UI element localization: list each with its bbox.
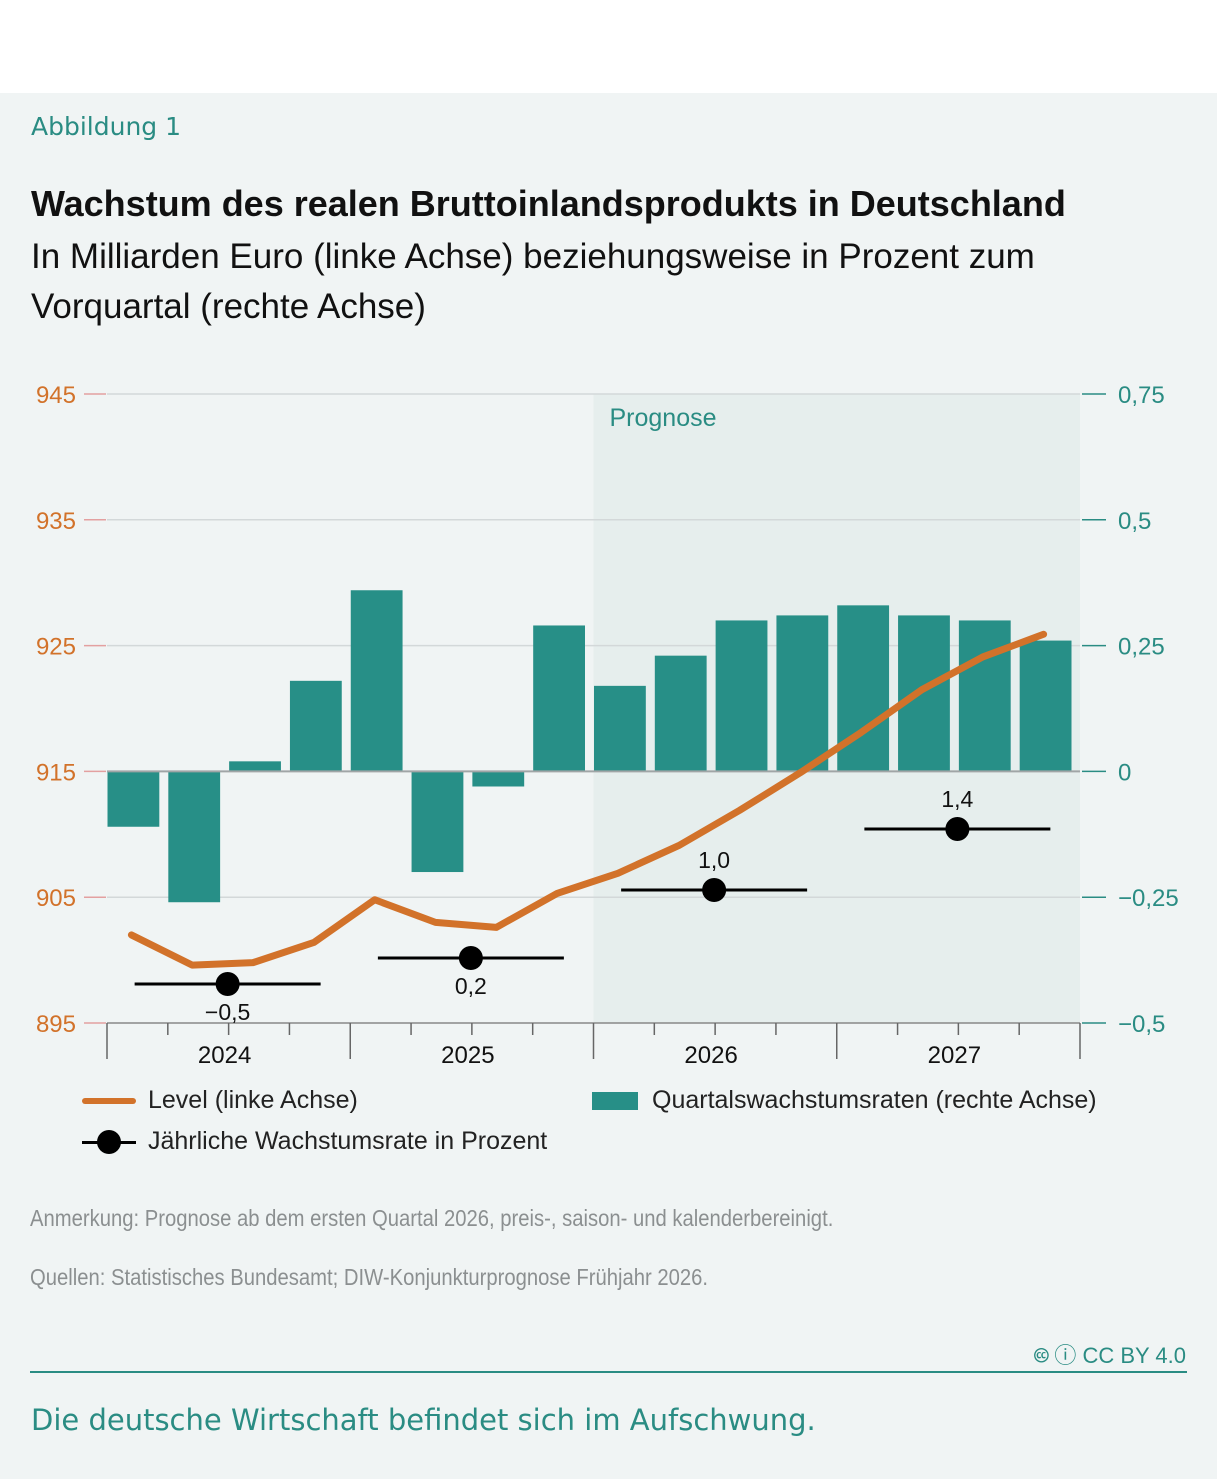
x-tick-label: 2024 <box>198 1042 251 1069</box>
right-tick-label: 0,25 <box>1118 634 1165 661</box>
bar-2026Q4 <box>776 615 829 772</box>
bar-2025Q3 <box>472 771 525 787</box>
bar-2025Q2 <box>411 771 464 873</box>
annual-label: −0,5 <box>205 999 250 1025</box>
left-tick-label: 925 <box>36 634 76 661</box>
x-tick-label: 2025 <box>441 1042 494 1069</box>
bar-2024Q4 <box>289 680 342 772</box>
right-tick-label: −0,25 <box>1118 885 1179 912</box>
annual-point <box>215 972 240 996</box>
cc-icon: 🅭 <box>1034 1343 1049 1368</box>
annual-point <box>458 946 483 970</box>
legend-label: Quartalswachstumsraten (rechte Achse) <box>652 1086 1097 1114</box>
bar-2026Q3 <box>715 620 768 772</box>
bar-2027Q3 <box>958 620 1011 772</box>
legend-dot-swatch <box>82 1130 136 1155</box>
figure-label: Abbildung 1 <box>31 112 182 141</box>
chart-note: Anmerkung: Prognose ab dem ersten Quarta… <box>30 1205 834 1231</box>
bar-2025Q1 <box>350 590 403 772</box>
caption: Die deutsche Wirtschaft befindet sich im… <box>31 1403 816 1437</box>
legend-item-level: Level (linke Achse) <box>82 1086 358 1115</box>
annual-label: 1,4 <box>941 786 973 812</box>
right-tick-label: 0 <box>1118 759 1131 786</box>
bar-2026Q1 <box>594 685 646 772</box>
legend-label: Jährliche Wachstumsrate in Prozent <box>148 1127 548 1155</box>
bar-2024Q3 <box>229 761 281 772</box>
chart-sources: Quellen: Statistisches Bundesamt; DIW-Ko… <box>30 1264 709 1290</box>
legend-label: Level (linke Achse) <box>148 1086 358 1114</box>
legend-line-swatch <box>82 1098 136 1105</box>
x-tick-label: 2027 <box>928 1042 981 1069</box>
bar-2027Q4 <box>1019 640 1072 772</box>
left-tick-label: 895 <box>36 1011 76 1038</box>
level-line <box>127 630 1048 969</box>
right-tick-label: 0,5 <box>1118 508 1151 535</box>
annual-point <box>945 817 970 841</box>
chart-subtitle: In Milliarden Euro (linke Achse) beziehu… <box>31 237 1035 326</box>
left-tick-label: 935 <box>36 508 76 535</box>
legend-item-annual: Jährliche Wachstumsrate in Prozent <box>82 1127 547 1156</box>
left-tick-label: 905 <box>36 885 76 912</box>
divider <box>30 1371 1187 1373</box>
chart-title: Wachstum des realen Bruttoinlandsprodukt… <box>31 183 1066 224</box>
forecast-label: Prognose <box>610 404 717 432</box>
annual-point <box>702 878 727 902</box>
right-tick-label: −0,5 <box>1118 1011 1165 1038</box>
legend-bar-swatch <box>592 1092 638 1111</box>
bar-2024Q2 <box>168 771 221 903</box>
by-icon: ⓘ <box>1054 1343 1077 1368</box>
annual-label: 1,0 <box>698 847 730 873</box>
right-tick-label: 0,75 <box>1118 382 1165 409</box>
license: 🅭 ⓘ CC BY 4.0 <box>1034 1343 1186 1368</box>
legend-item-bars: Quartalswachstumsraten (rechte Achse) <box>592 1086 1097 1115</box>
bar-2027Q2 <box>898 615 950 772</box>
annual-label: 0,2 <box>455 973 487 999</box>
bar-2024Q1 <box>107 771 160 827</box>
bar-2026Q2 <box>654 655 707 772</box>
x-tick-label: 2026 <box>684 1042 737 1069</box>
bar-2025Q4 <box>533 625 585 772</box>
left-tick-label: 915 <box>36 759 76 786</box>
chart: Prognose 945 0,75 935 0,5 925 0,25 915 0 905 −0,25… <box>36 382 1179 1069</box>
left-tick-label: 945 <box>36 382 76 409</box>
